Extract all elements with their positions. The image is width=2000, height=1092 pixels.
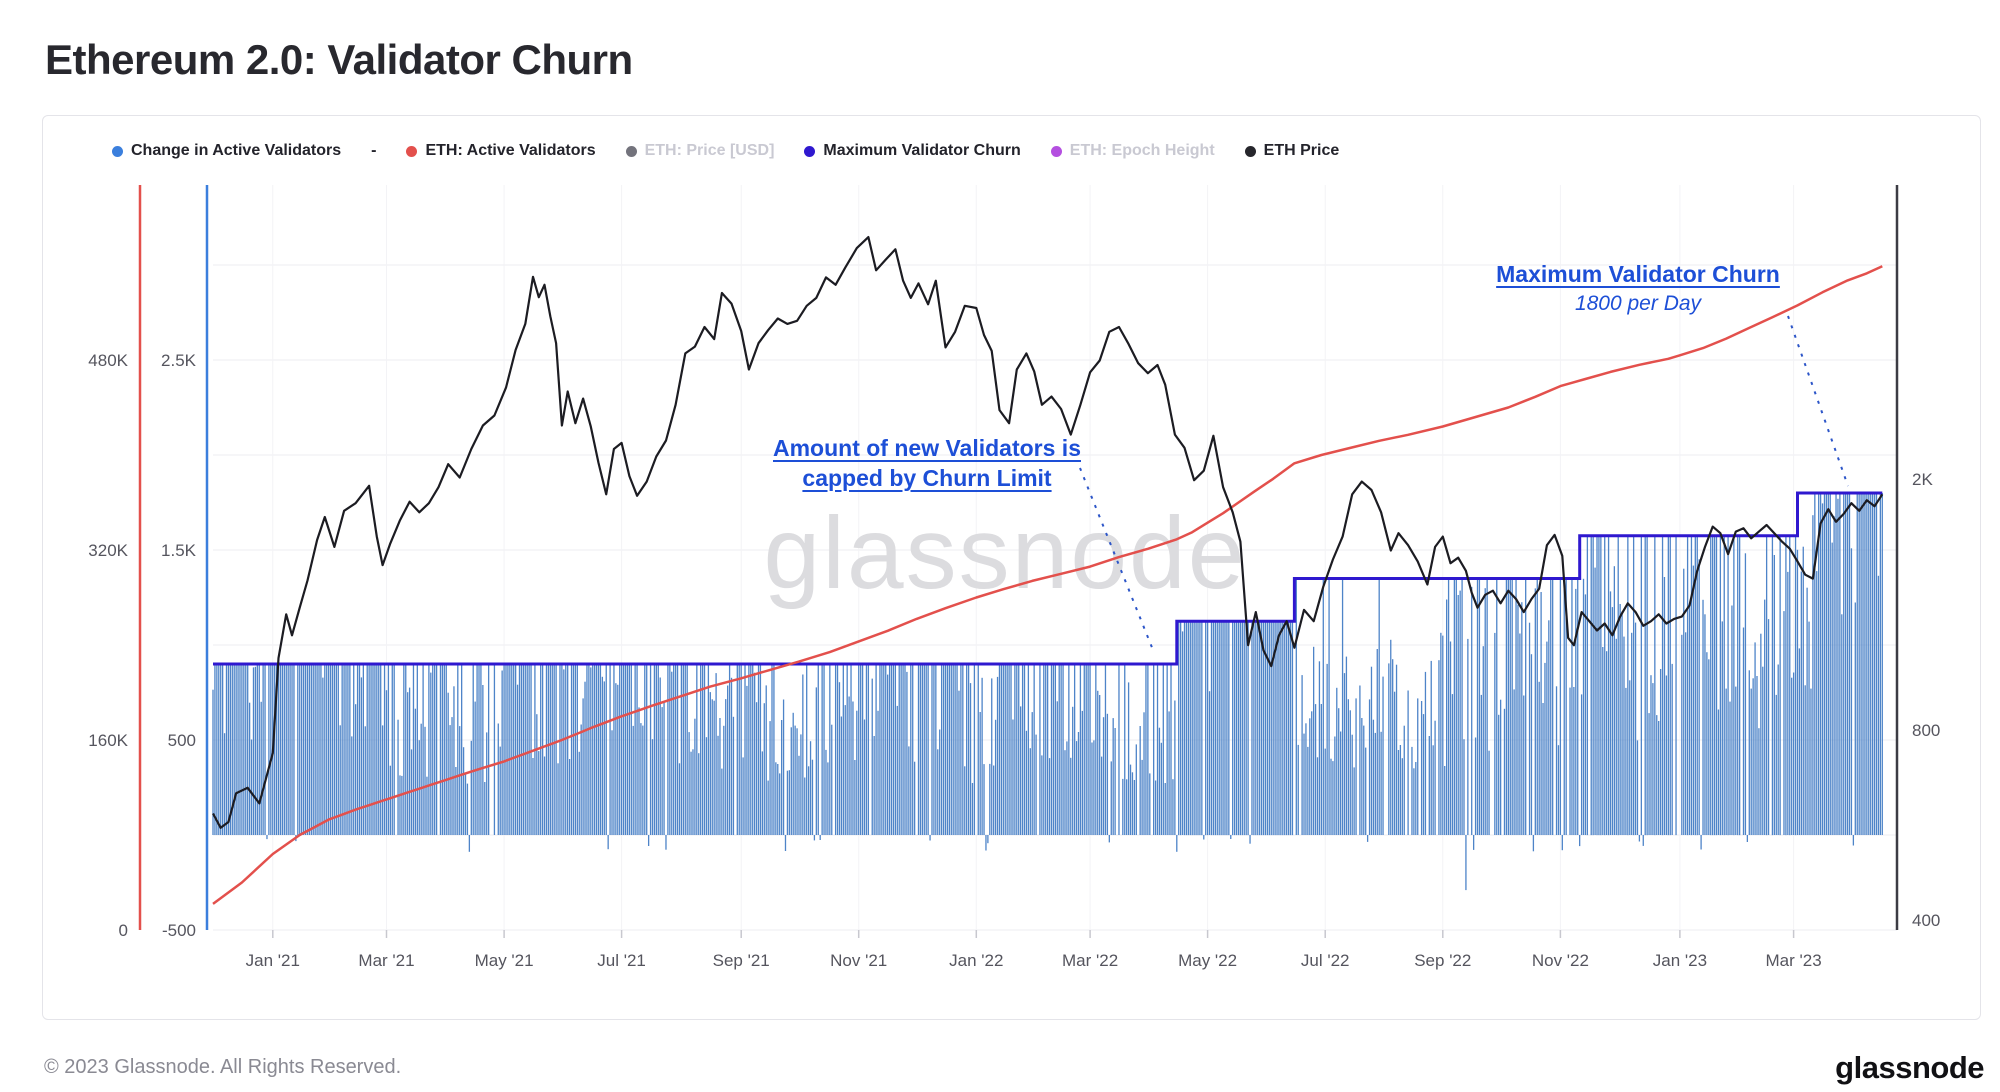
legend-item-eth-epoch-height[interactable]: ETH: Epoch Height (1050, 142, 1215, 160)
legend-item-maximum-validator-churn[interactable]: Maximum Validator Churn (804, 142, 1021, 160)
right-axis-label: 800 (1912, 721, 1940, 740)
annotation-max-churn-arrow (1787, 315, 1849, 487)
legend-color-dot-icon (1050, 145, 1062, 157)
series-change-in-active-validators (212, 493, 1883, 891)
legend-color-dot-icon (1244, 145, 1256, 157)
watermark: glassnode (763, 496, 1246, 610)
left-inner-axis-label: -500 (162, 921, 196, 940)
chart-legend: Change in Active Validators - ETH: Active … (112, 138, 1339, 164)
page-title: Ethereum 2.0: Validator Churn (45, 36, 633, 84)
x-axis-month-label: Sep '22 (1414, 951, 1471, 970)
left-outer-axis-label: 160K (88, 731, 128, 750)
annotation-churn-cap: Amount of new Validators is capped by Ch… (762, 434, 1092, 494)
annotation-churn-cap-line1: Amount of new Validators is (773, 435, 1081, 461)
legend-color-dot-icon (406, 145, 418, 157)
annotation-max-churn-line1: Maximum Validator Churn (1496, 261, 1780, 287)
x-axis-month-label: Jan '22 (949, 951, 1003, 970)
right-axis-label: 400 (1912, 911, 1940, 930)
legend-item-label: Maximum Validator Churn (823, 142, 1021, 159)
x-axis-month-label: May '22 (1178, 951, 1237, 970)
footer-copyright: © 2023 Glassnode. All Rights Reserved. (44, 1056, 402, 1078)
legend-separator: - (371, 142, 377, 159)
x-axis-month-label: Jan '21 (246, 951, 300, 970)
x-axis-month-label: Mar '21 (358, 951, 414, 970)
left-outer-axis-label: 0 (119, 921, 128, 940)
series-eth-price (212, 236, 1884, 829)
legend-color-dot-icon (625, 145, 637, 157)
legend-color-dot-icon (804, 145, 816, 157)
x-axis-month-label: Mar '22 (1062, 951, 1118, 970)
x-axis-month-label: May '21 (475, 951, 534, 970)
x-axis-month-label: Nov '22 (1532, 951, 1589, 970)
left-inner-axis-label: 500 (168, 731, 196, 750)
x-axis-month-label: Jul '22 (1301, 951, 1350, 970)
left-outer-axis-label: 480K (88, 351, 128, 370)
legend-item-eth-price[interactable]: ETH Price (1244, 142, 1340, 160)
right-axis-label: 2K (1912, 470, 1933, 489)
legend-item-label: ETH: Active Validators (425, 142, 596, 159)
legend-item-eth-price-usd[interactable]: ETH: Price [USD] (625, 142, 775, 160)
legend-color-dot-icon (112, 145, 123, 157)
series-eth-active-validators (212, 265, 1883, 905)
x-axis-month-label: Jul '21 (597, 951, 646, 970)
legend-item-label: ETH Price (1263, 142, 1340, 159)
legend-item-change-in-active-validators[interactable]: Change in Active Validators (112, 142, 341, 160)
chart-card (42, 115, 1981, 1020)
annotation-max-churn: Maximum Validator Churn 1800 per Day (1478, 260, 1798, 317)
x-axis-month-label: Mar '23 (1766, 951, 1822, 970)
annotation-max-churn-line2: 1800 per Day (1574, 291, 1702, 315)
x-axis-month-label: Nov '21 (830, 951, 887, 970)
legend-item-label: ETH: Epoch Height (1069, 142, 1215, 159)
x-axis-month-label: Jan '23 (1653, 951, 1707, 970)
left-outer-axis-label: 320K (88, 541, 128, 560)
legend-item-eth-active-validators[interactable]: ETH: Active Validators (406, 142, 596, 160)
legend-item-label: Change in Active Validators (131, 142, 342, 159)
left-inner-axis-label: 1.5K (161, 541, 197, 560)
x-axis-month-label: Sep '21 (713, 951, 770, 970)
left-inner-axis-label: 2.5K (161, 351, 197, 370)
annotation-churn-cap-arrow (1079, 467, 1154, 651)
legend-item-label: ETH: Price [USD] (644, 142, 775, 159)
glassnode-logo: glassnode (1835, 1050, 1984, 1085)
annotation-churn-cap-line2: capped by Churn Limit (802, 464, 1052, 491)
series-maximum-validator-churn (213, 491, 1883, 666)
